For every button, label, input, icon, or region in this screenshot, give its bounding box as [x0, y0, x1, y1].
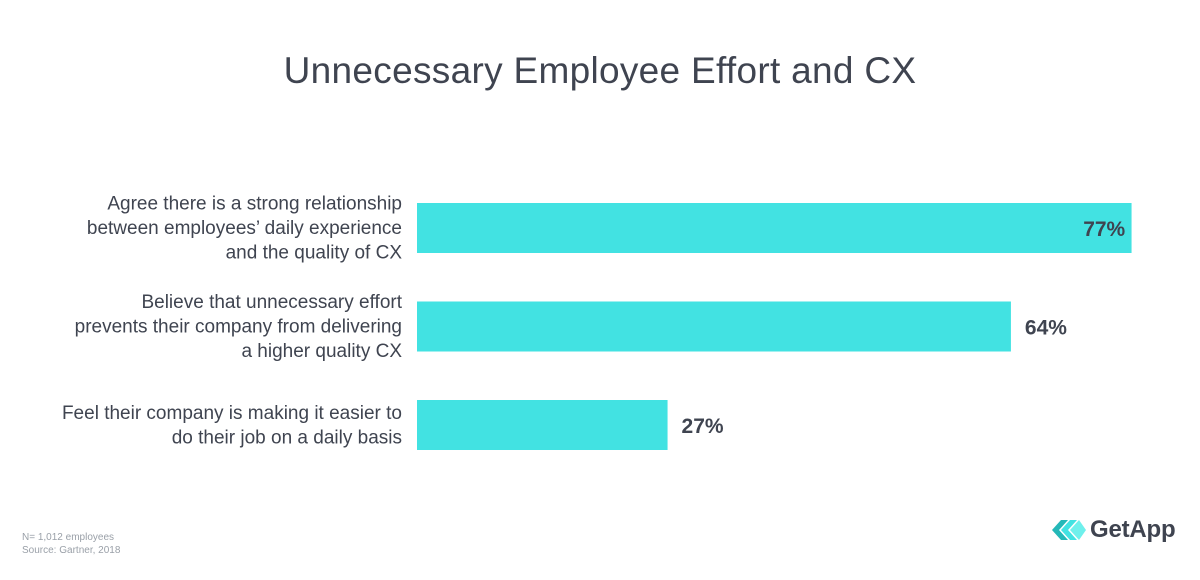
brand-name: GetApp: [1090, 516, 1176, 543]
bar-1: [417, 203, 1132, 253]
category-label-line: Believe that unnecessary effort: [141, 292, 402, 313]
category-label-line: a higher quality CX: [241, 341, 402, 362]
source-note: Source: Gartner, 2018: [22, 545, 121, 556]
bar-3: [417, 400, 668, 450]
value-label-1: 77%: [1083, 218, 1125, 241]
category-label-line: Feel their company is making it easier t…: [62, 403, 402, 424]
category-label-line: Agree there is a strong relationship: [107, 194, 402, 215]
category-label-line: between employees’ daily experience: [87, 218, 402, 239]
category-label-line: prevents their company from delivering: [75, 317, 402, 338]
bar-2: [417, 301, 1011, 352]
category-label-3: Feel their company is making it easier t…: [62, 403, 402, 449]
value-label-3: 27%: [682, 415, 724, 438]
category-label-1: Agree there is a strong relationship betw…: [87, 194, 402, 264]
sample-size-note: N= 1,012 employees: [22, 532, 115, 543]
getapp-chevrons-icon: [1052, 520, 1086, 540]
chart-title: Unnecessary Employee Effort and CX: [283, 50, 917, 91]
getapp-logo: GetApp: [1052, 516, 1176, 544]
category-label-2: Believe that unnecessary effort prevents …: [75, 292, 403, 362]
category-label-line: do their job on a daily basis: [172, 427, 402, 448]
value-label-2: 64%: [1025, 317, 1067, 340]
category-label-line: and the quality of CX: [226, 243, 403, 264]
